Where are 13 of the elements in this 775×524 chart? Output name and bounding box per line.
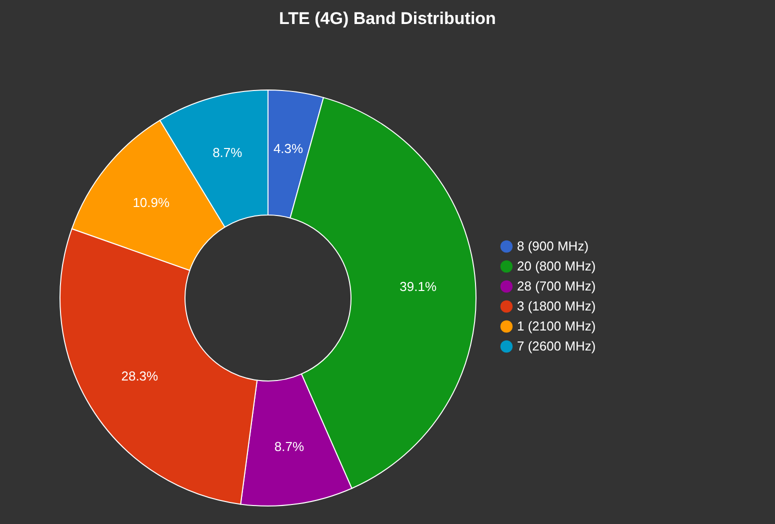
legend-label: 8 (900 MHz) (517, 238, 589, 254)
data-label: 8.7% (212, 145, 243, 160)
legend-label: 28 (700 MHz) (517, 278, 596, 294)
legend-label: 7 (2600 MHz) (517, 338, 596, 354)
data-label: 39.1% (400, 279, 437, 294)
data-label: 8.7% (274, 439, 304, 454)
legend-label: 20 (800 MHz) (517, 258, 596, 274)
data-label: 10.9% (132, 195, 170, 210)
chart-title: LTE (4G) Band Distribution (279, 9, 496, 28)
data-label: 28.3% (121, 368, 159, 384)
legend-label: 1 (2100 MHz) (517, 318, 596, 334)
data-label: 4.3% (273, 140, 304, 156)
legend-label: 3 (1800 MHz) (517, 298, 596, 314)
